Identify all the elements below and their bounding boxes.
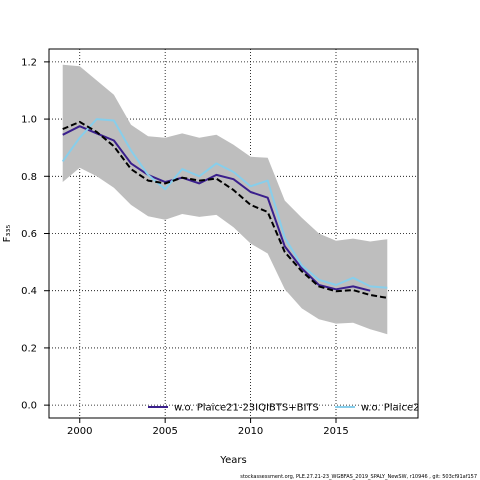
y-tick-label-3: 0.6 [21, 229, 37, 240]
x-axis-label: Years [219, 455, 246, 466]
x-tick-label-1: 2005 [152, 426, 177, 437]
y-tick-label-1: 0.2 [21, 343, 37, 354]
y-tick-label-2: 0.4 [21, 286, 37, 297]
legend-label-1: w.o. Plaice2 [361, 403, 419, 414]
x-axis-ticks: 2000 2005 2010 2015 [67, 418, 349, 437]
x-tick-label-2: 2010 [238, 426, 263, 437]
confidence-band [62, 64, 388, 335]
y-axis-ticks: 0.0 0.2 0.4 0.6 0.8 1.0 1.2 [21, 57, 49, 412]
x-tick-label-3: 2015 [323, 426, 348, 437]
footer-note: stockassessment.org, PLE.27.21-23_WGBFAS… [240, 474, 477, 480]
legend-label-0: w.o. Plaice21-23IQIBTS+BITS [174, 403, 319, 414]
y-tick-label-5: 1.0 [21, 115, 37, 126]
y-axis-label: F₃₃₅ [2, 225, 13, 243]
series-line-0 [62, 120, 388, 299]
series-line-1 [62, 125, 371, 292]
y-tick-label-4: 0.8 [21, 172, 37, 183]
y-tick-label-6: 1.2 [21, 57, 37, 68]
legend: w.o. Plaice21-23IQIBTS+BITS w.o. Plaice2 [148, 403, 419, 414]
series-line-2 [61, 118, 388, 289]
series-lines [61, 118, 388, 299]
y-tick-label-0: 0.0 [21, 401, 37, 412]
x-tick-label-0: 2000 [67, 426, 92, 437]
